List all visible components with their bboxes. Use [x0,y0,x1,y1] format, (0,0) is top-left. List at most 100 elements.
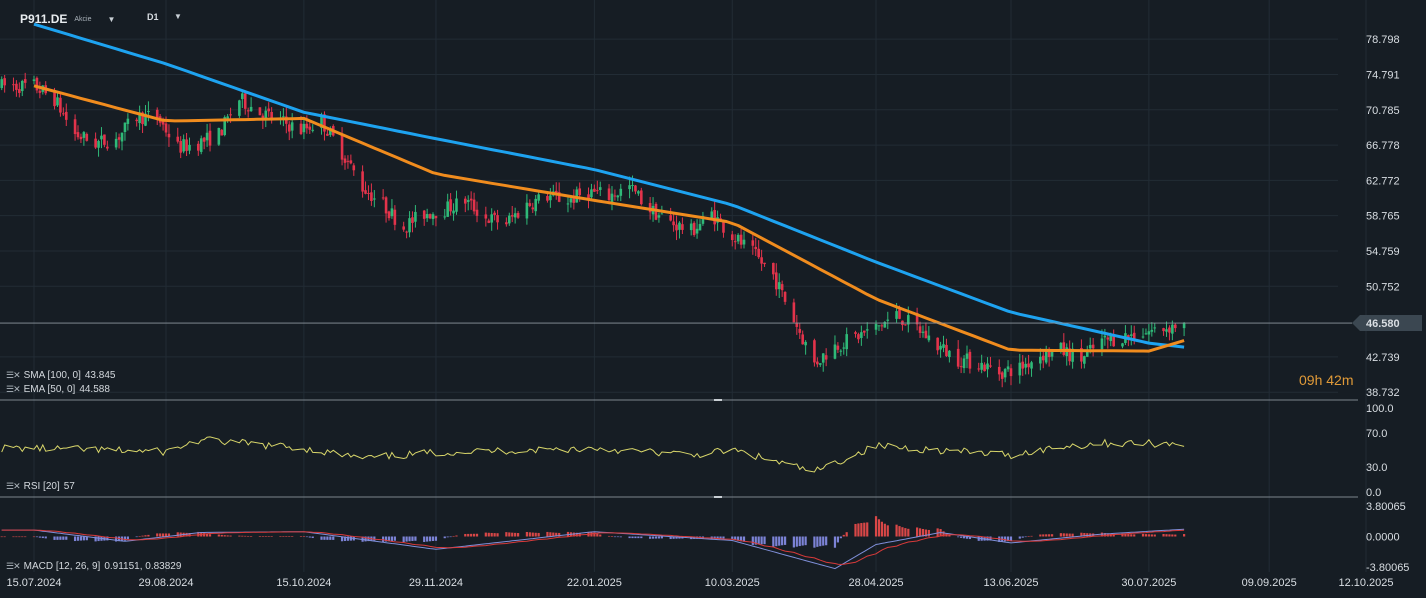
candle-body [428,214,432,219]
macd-histogram-bar [833,536,837,548]
settings-icon[interactable]: ☰✕ [6,384,21,394]
timeframe-label[interactable]: D1 [147,12,159,22]
symbol-dropdown-icon[interactable]: ▼ [107,14,116,24]
settings-icon[interactable]: ☰✕ [6,370,21,380]
candle-body [79,136,83,140]
macd-histogram-bar [41,536,44,539]
macd-tick-label: 0.0000 [1366,532,1400,544]
macd-histogram-bar [760,536,763,545]
candle-body [754,246,758,250]
candle-body [449,199,452,212]
candle-body [38,90,42,93]
candle-body [516,212,520,218]
candle-body [751,240,755,246]
symbol-header[interactable]: P911.DE Akcie ▼ [20,12,115,26]
date-tick-label: 29.08.2024 [138,577,193,589]
candle-body [886,319,890,321]
candle-body [948,350,951,358]
candle-body [510,215,514,217]
candle-body [23,79,27,83]
candle-body [329,127,332,135]
macd-histogram-bar [238,535,241,537]
candle-body [1141,336,1145,338]
macd-histogram-bar [1141,533,1145,537]
macd-histogram-bar [426,536,429,542]
macd-histogram-bar [428,536,432,542]
candle-body [657,215,661,218]
macd-histogram-bar [610,536,614,537]
sma-line [33,22,1185,349]
macd-histogram-bar [0,536,3,538]
settings-icon[interactable]: ☰✕ [6,481,21,491]
candle-body [660,213,664,215]
macd-histogram-bar [901,527,904,537]
macd-histogram-bar [449,536,452,538]
macd-histogram-bar [801,536,804,546]
candle-body [865,329,869,331]
macd-histogram-bar [270,536,273,537]
macd-histogram-bar [948,534,951,537]
candle-body [587,194,590,199]
candle-body [270,111,273,119]
candle-body [1173,324,1177,329]
macd-histogram-bar [795,536,798,547]
macd-histogram-bar [742,536,746,542]
macd-histogram-bar [167,533,171,537]
symbol-type: Akcie [74,15,92,23]
macd-histogram-bar [886,525,889,537]
macd-histogram-bar [863,522,866,537]
macd-histogram-bar [349,536,352,541]
macd-histogram-bar [1165,534,1168,537]
candle-body [141,112,144,125]
candle-body [862,330,866,333]
moving-averages-layer [33,22,1185,353]
candle-body [669,215,672,221]
candle-body [628,185,631,190]
candle-body [1103,335,1107,338]
candle-body [918,326,922,333]
macd-histogram-bar [845,532,848,537]
candle-body [1100,338,1104,350]
candle-body [161,120,165,125]
macd-histogram-bar [115,536,118,542]
candle-body [185,139,188,151]
settings-icon[interactable]: ☰✕ [6,561,21,571]
macd-histogram-bar [220,534,223,537]
price-tick-label: 54.759 [1366,246,1400,258]
macd-histogram-bar [546,531,549,537]
macd-histogram-bar [282,536,285,537]
candle-body [164,123,168,133]
macd-histogram-bar [164,533,168,537]
ema-line [33,84,1185,353]
macd-histogram-bar [895,524,898,537]
candle-body [123,122,127,132]
timeframe-dropdown-icon[interactable]: ▼ [174,12,182,21]
date-tick-label: 10.03.2025 [705,577,760,589]
macd-histogram-bar [1171,534,1174,537]
macd-histogram-bar [1042,534,1045,537]
macd-histogram-bar [373,536,376,541]
candle-body [640,190,643,205]
candle-body [0,79,4,89]
macd-histogram-bar [141,535,144,537]
candle-body [311,129,315,131]
candle-body [1112,335,1115,347]
macd-histogram-bar [1065,533,1068,537]
macd-histogram-bar [285,536,288,537]
legend-macd-value: 0.91151, 0.83829 [104,561,182,572]
candle-body [877,325,881,327]
macd-histogram-bar [258,536,262,537]
macd-histogram-bar [825,536,828,546]
date-tick-label: 12.10.2025 [1338,577,1393,589]
candle-body [880,325,884,327]
candle-body [1106,337,1110,340]
macd-histogram-bar [264,536,267,537]
candle-body [898,309,901,319]
macd-histogram-bar [508,532,511,537]
macd-signal-line [1,529,1185,565]
macd-histogram-bar [15,536,18,538]
candle-body [1030,362,1033,369]
macd-histogram-bar [1050,534,1054,537]
candle-body [302,123,306,133]
